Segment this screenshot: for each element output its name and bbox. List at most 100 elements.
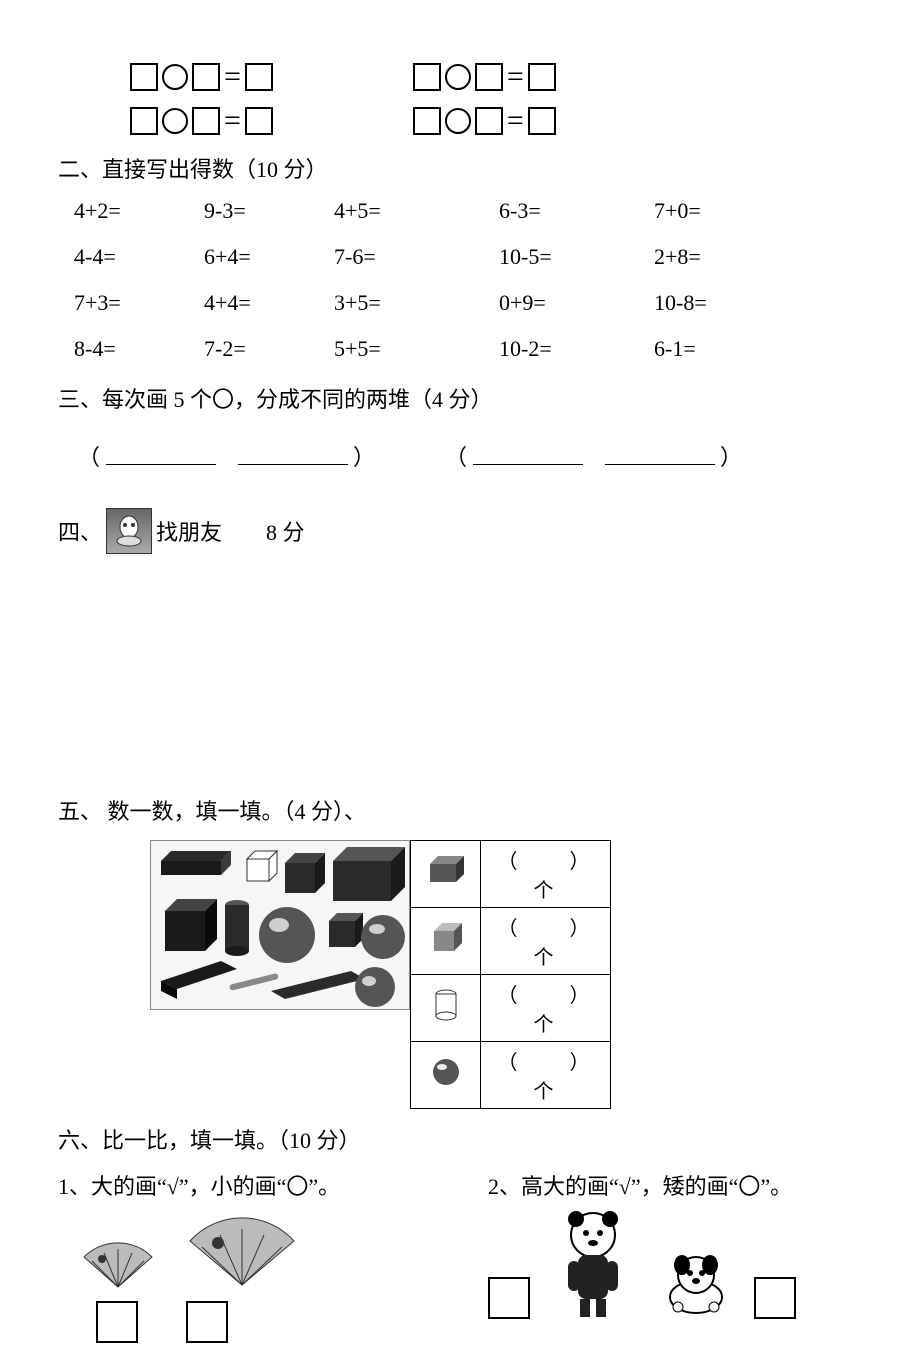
table-row: （ ）个 xyxy=(411,1042,611,1109)
square-icon xyxy=(528,107,556,135)
tally-table: （ ）个 （ ）个 （ ）个 （ ）个 xyxy=(410,840,611,1109)
section5-container: （ ）个 （ ）个 （ ）个 （ ）个 xyxy=(150,840,920,1109)
blank-line[interactable] xyxy=(473,447,583,465)
square-icon xyxy=(245,63,273,91)
fan-small-icon xyxy=(78,1237,158,1293)
arith-cell[interactable]: 10-5= xyxy=(499,244,654,270)
arith-cell[interactable]: 7+3= xyxy=(74,290,204,316)
section3-blanks: （ ） （ ） xyxy=(78,440,920,472)
tiger-tall-icon xyxy=(548,1209,638,1319)
q6-1-text: 1、大的画“√”，小的画“〇”。 xyxy=(58,1169,488,1201)
square-icon xyxy=(413,63,441,91)
arith-row: 7+3= 4+4= 3+5= 0+9= 10-8= xyxy=(74,290,844,316)
section4-row: 四、 找朋友 8 分 xyxy=(58,508,920,554)
arith-cell[interactable]: 9-3= xyxy=(204,198,334,224)
arith-cell[interactable]: 10-8= xyxy=(654,290,774,316)
blank-group[interactable]: （ ） xyxy=(78,440,375,472)
circle-icon xyxy=(162,64,188,90)
section6-row: 1、大的画“√”，小的画“〇”。 2、高大的画“√”，矮的画“〇”。 xyxy=(58,1169,920,1343)
section2-heading: 二、直接写出得数（10 分） xyxy=(58,152,920,184)
arith-cell[interactable]: 10-2= xyxy=(499,336,654,362)
blank-line[interactable] xyxy=(106,447,216,465)
blank-line[interactable] xyxy=(238,447,348,465)
equation-group[interactable]: = xyxy=(413,104,556,138)
q6-1-images xyxy=(78,1213,488,1293)
equation-placeholder-block: = = = = xyxy=(0,60,920,138)
arith-cell[interactable]: 5+5= xyxy=(334,336,499,362)
equals-text: = xyxy=(224,104,241,138)
arith-cell[interactable]: 7-2= xyxy=(204,336,334,362)
arith-row: 8-4= 7-2= 5+5= 10-2= 6-1= xyxy=(74,336,844,362)
arith-cell[interactable]: 4+2= xyxy=(74,198,204,224)
equation-row: = = xyxy=(130,104,920,138)
section6-q1: 1、大的画“√”，小的画“〇”。 xyxy=(58,1169,488,1343)
paren-close: ） xyxy=(353,445,375,470)
circle-icon xyxy=(445,64,471,90)
arith-row: 4+2= 9-3= 4+5= 6-3= 7+0= xyxy=(74,198,844,224)
square-icon xyxy=(245,107,273,135)
arith-cell[interactable]: 8-4= xyxy=(74,336,204,362)
equation-group[interactable]: = xyxy=(413,60,556,94)
equation-group[interactable]: = xyxy=(130,60,273,94)
table-row: （ ）个 xyxy=(411,975,611,1042)
answer-box[interactable] xyxy=(96,1301,138,1343)
section4-prefix: 四、 xyxy=(58,515,102,547)
arithmetic-table: 4+2= 9-3= 4+5= 6-3= 7+0= 4-4= 6+4= 7-6= … xyxy=(74,198,844,362)
sphere-icon xyxy=(411,1042,481,1109)
circle-icon xyxy=(445,108,471,134)
arith-cell[interactable]: 6-3= xyxy=(499,198,654,224)
arith-cell[interactable]: 2+8= xyxy=(654,244,774,270)
arith-cell[interactable]: 4+5= xyxy=(334,198,499,224)
q6-1-answers xyxy=(96,1301,488,1343)
arith-cell[interactable]: 3+5= xyxy=(334,290,499,316)
table-row: （ ）个 xyxy=(411,908,611,975)
arith-cell[interactable]: 4-4= xyxy=(74,244,204,270)
square-icon xyxy=(130,107,158,135)
section6-heading: 六、比一比，填一填。（10 分） xyxy=(58,1123,920,1155)
square-icon xyxy=(192,63,220,91)
square-icon xyxy=(413,107,441,135)
square-icon xyxy=(475,107,503,135)
equation-row: = = xyxy=(130,60,920,94)
equation-group[interactable]: = xyxy=(130,104,273,138)
tally-blank[interactable]: （ ）个 xyxy=(481,908,611,975)
table-row: （ ）个 xyxy=(411,841,611,908)
arith-cell[interactable]: 7+0= xyxy=(654,198,774,224)
circle-icon xyxy=(162,108,188,134)
paren-open: （ xyxy=(78,445,100,470)
cartoon-thumb-icon xyxy=(106,508,152,554)
paren-close: ） xyxy=(720,445,742,470)
cube-icon xyxy=(411,908,481,975)
square-icon xyxy=(192,107,220,135)
q6-2-images xyxy=(488,1209,918,1319)
dog-short-icon xyxy=(656,1249,736,1319)
section3-heading: 三、每次画 5 个〇，分成不同的两堆（4 分） xyxy=(58,382,920,414)
arith-cell[interactable]: 6+4= xyxy=(204,244,334,270)
arith-row: 4-4= 6+4= 7-6= 10-5= 2+8= xyxy=(74,244,844,270)
shapes-panel xyxy=(150,840,410,1010)
answer-box[interactable] xyxy=(754,1277,796,1319)
section6-q2: 2、高大的画“√”，矮的画“〇”。 xyxy=(488,1169,918,1343)
paren-open: （ xyxy=(445,445,467,470)
arith-cell[interactable]: 0+9= xyxy=(499,290,654,316)
arith-cell[interactable]: 6-1= xyxy=(654,336,774,362)
arith-cell[interactable]: 7-6= xyxy=(334,244,499,270)
square-icon xyxy=(528,63,556,91)
equals-text: = xyxy=(507,60,524,94)
answer-box[interactable] xyxy=(488,1277,530,1319)
tally-blank[interactable]: （ ）个 xyxy=(481,841,611,908)
blank-group[interactable]: （ ） xyxy=(445,440,742,472)
tally-blank[interactable]: （ ）个 xyxy=(481,1042,611,1109)
equals-text: = xyxy=(507,104,524,138)
cuboid-icon xyxy=(411,841,481,908)
tally-blank[interactable]: （ ）个 xyxy=(481,975,611,1042)
arith-cell[interactable]: 4+4= xyxy=(204,290,334,316)
square-icon xyxy=(130,63,158,91)
answer-box[interactable] xyxy=(186,1301,228,1343)
fan-large-icon xyxy=(182,1213,302,1293)
blank-line[interactable] xyxy=(605,447,715,465)
section4-points: 8 分 xyxy=(266,515,305,547)
cylinder-icon xyxy=(411,975,481,1042)
equals-text: = xyxy=(224,60,241,94)
section4-text: 找朋友 xyxy=(156,515,222,547)
